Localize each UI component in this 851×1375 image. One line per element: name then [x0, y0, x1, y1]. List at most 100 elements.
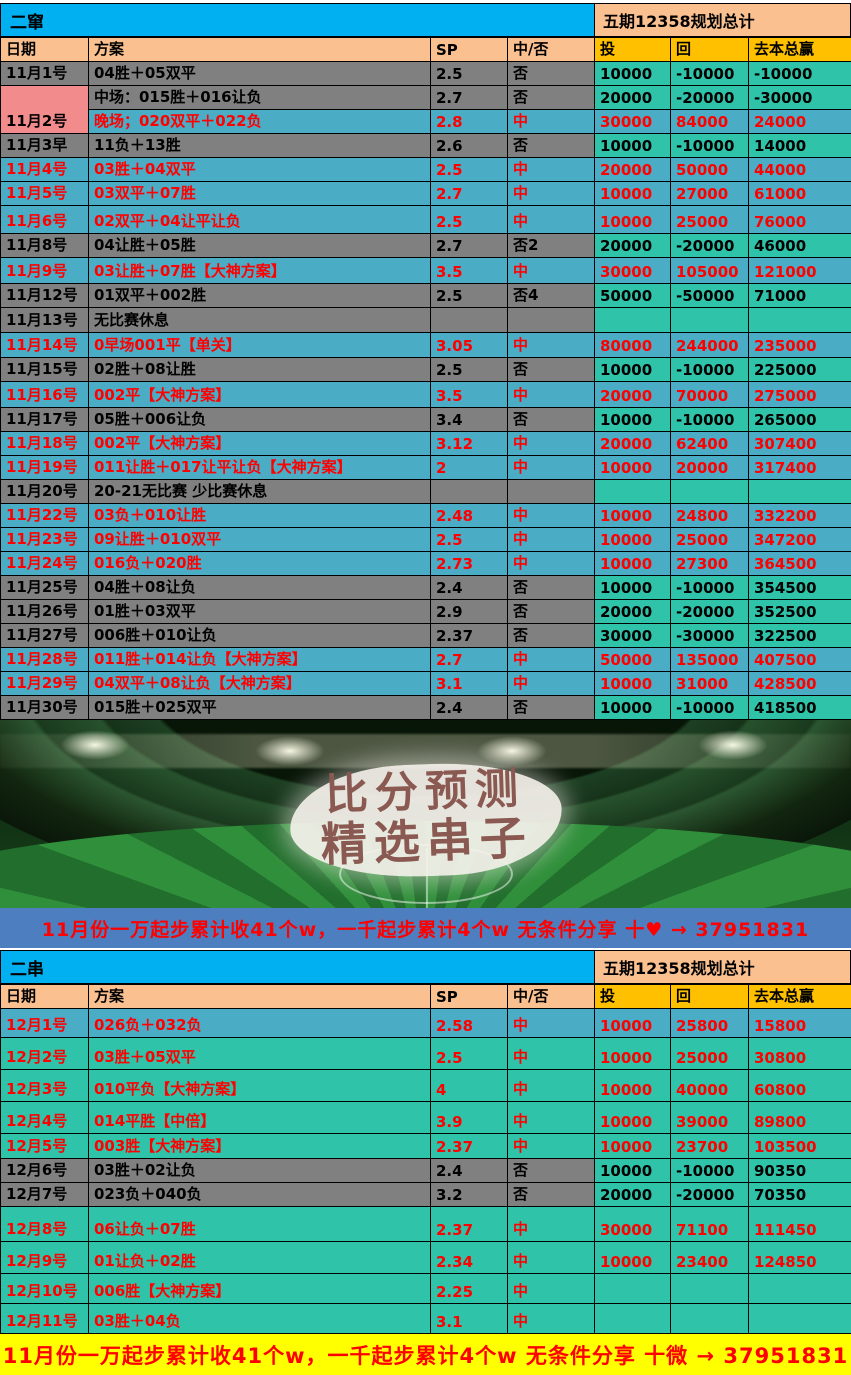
cell-sp: 2.5 [431, 1038, 508, 1070]
cell-return: -20000 [671, 234, 749, 258]
cell-sp: 2.4 [431, 696, 508, 720]
cell-sp: 2.58 [431, 1009, 508, 1038]
cell-invest: 20000 [595, 234, 671, 258]
cell-hit: 中 [508, 1038, 595, 1070]
cell-date: 11月1号 [1, 62, 89, 86]
cell-date: 12月7号 [1, 1183, 89, 1207]
cell-date: 11月17号 [1, 408, 89, 432]
cell-date: 11月12号 [1, 284, 89, 308]
cell-total: 111450 [749, 1207, 851, 1242]
cell-return: -10000 [671, 696, 749, 720]
cell-return: 50000 [671, 158, 749, 182]
cell-return: -10000 [671, 408, 749, 432]
stadium-photo-banner: 比分预测 精选串子 [0, 720, 851, 908]
cell-return: 20000 [671, 456, 749, 480]
cell-sp: 2.7 [431, 86, 508, 110]
cell-hit: 否2 [508, 234, 595, 258]
cell-date: 12月4号 [1, 1102, 89, 1134]
cell-plan: 023负＋040负 [89, 1183, 431, 1207]
cell-plan: 20-21无比赛 少比赛休息 [89, 480, 431, 504]
cell-plan: 006胜＋010让负 [89, 624, 431, 648]
cell-invest: 10000 [595, 576, 671, 600]
cell-total: 307400 [749, 432, 851, 456]
cell-sp: 2.48 [431, 504, 508, 528]
floodlight-icon [477, 736, 547, 766]
cell-sp: 2.37 [431, 1134, 508, 1159]
cell-return: -10000 [671, 358, 749, 382]
column-header: 方案 [89, 38, 431, 62]
cell-sp: 3.5 [431, 382, 508, 408]
cell-hit: 否 [508, 134, 595, 158]
promo-text-blue: 11月份一万起步累计收41个w，一千起步累计4个w 无条件分享 十♥ → 379… [42, 915, 809, 942]
cell-date: 12月1号 [1, 1009, 89, 1038]
cell-date: 11月8号 [1, 234, 89, 258]
cell-return: 135000 [671, 648, 749, 672]
promo-strip-blue: 11月份一万起步累计收41个w，一千起步累计4个w 无条件分享 十♥ → 379… [0, 908, 851, 948]
cell-plan: 014平胜【中倍】 [89, 1102, 431, 1134]
cell-hit: 中 [508, 432, 595, 456]
cell-return: 31000 [671, 672, 749, 696]
cell-total: 44000 [749, 158, 851, 182]
cell-hit: 中 [508, 528, 595, 552]
cell-invest: 50000 [595, 648, 671, 672]
cell-invest: 20000 [595, 600, 671, 624]
cell-hit: 中 [508, 206, 595, 234]
cell-return: 24800 [671, 504, 749, 528]
cell-date: 11月13号 [1, 308, 89, 333]
cell-sp: 2.5 [431, 528, 508, 552]
cell-hit: 否4 [508, 284, 595, 308]
cell-plan: 026负＋032负 [89, 1009, 431, 1038]
cell-date: 11月22号 [1, 504, 89, 528]
cell-hit: 否 [508, 358, 595, 382]
cell-total [749, 1274, 851, 1304]
cell-hit: 否 [508, 576, 595, 600]
cell-sp: 2.73 [431, 552, 508, 576]
cell-return: 39000 [671, 1102, 749, 1134]
column-header: 投 [595, 985, 671, 1009]
cell-date: 12月11号 [1, 1304, 89, 1334]
cell-date: 11月2号 [1, 86, 89, 134]
cell-plan: 03双平＋07胜 [89, 182, 431, 206]
cell-plan: 11负＋13胜 [89, 134, 431, 158]
cell-date: 11月24号 [1, 552, 89, 576]
cell-return: 25000 [671, 528, 749, 552]
cell-date: 11月9号 [1, 258, 89, 284]
cell-invest: 10000 [595, 408, 671, 432]
cell-invest [595, 308, 671, 333]
cell-total: 70350 [749, 1183, 851, 1207]
cell-hit: 中 [508, 158, 595, 182]
promo-text-yellow: 11月份一万起步累计收41个w，一千起步累计4个w 无条件分享 十微 → 379… [3, 1340, 849, 1370]
cell-invest: 30000 [595, 1207, 671, 1242]
plan-total-title: 五期12358规划总计 [594, 3, 851, 37]
cell-sp: 2.8 [431, 110, 508, 134]
cell-total: 24000 [749, 110, 851, 134]
cell-return: 25000 [671, 1038, 749, 1070]
floodlight-icon [60, 730, 130, 760]
cell-date: 11月14号 [1, 333, 89, 358]
column-header: 日期 [1, 38, 89, 62]
cell-plan: 03让胜＋07胜【大神方案】 [89, 258, 431, 284]
cell-sp: 2.37 [431, 624, 508, 648]
cell-plan: 03胜＋05双平 [89, 1038, 431, 1070]
cell-total [749, 308, 851, 333]
cell-return [671, 480, 749, 504]
cell-date: 11月18号 [1, 432, 89, 456]
cell-return: 84000 [671, 110, 749, 134]
cell-date: 12月8号 [1, 1207, 89, 1242]
cell-hit: 中 [508, 382, 595, 408]
